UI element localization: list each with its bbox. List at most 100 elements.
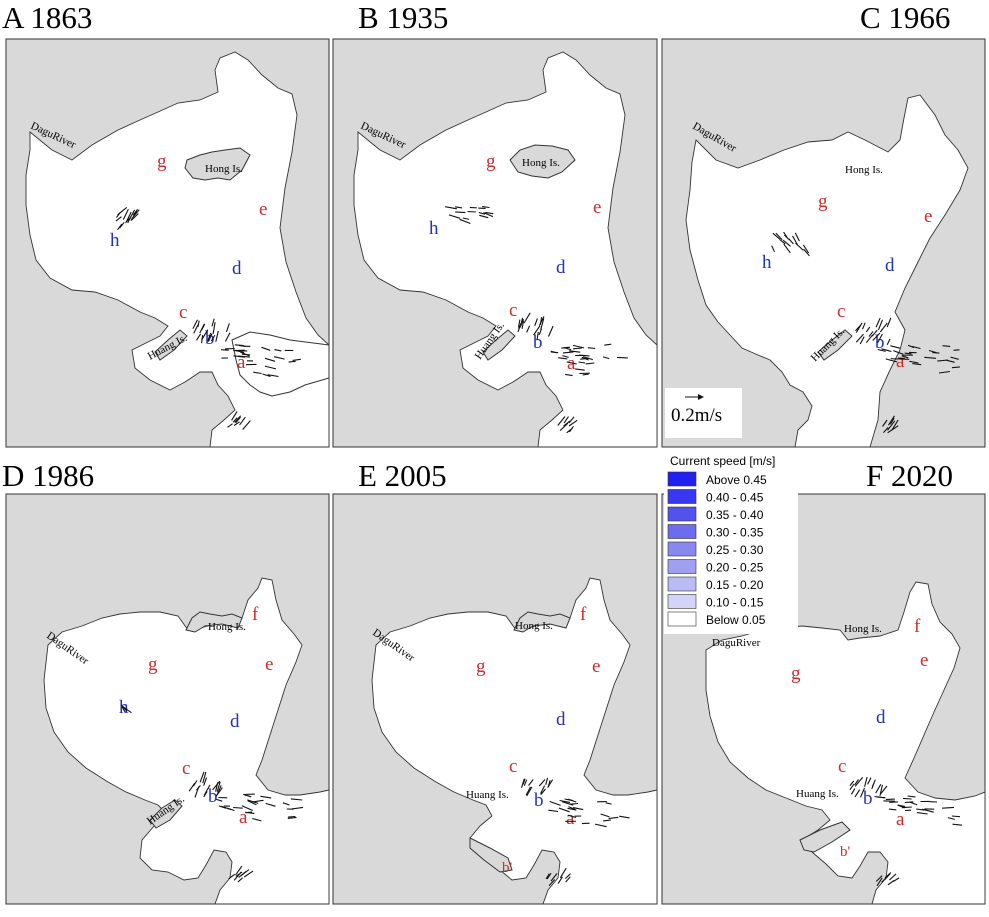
panel-title: F 2020 — [866, 458, 953, 493]
region-label: d — [556, 257, 566, 278]
legend-swatch — [667, 524, 697, 539]
region-label: c — [509, 756, 517, 777]
current-vector — [604, 343, 612, 346]
current-vector — [547, 325, 554, 337]
region-label: b — [533, 332, 543, 353]
current-vector — [203, 791, 208, 798]
current-vector — [557, 876, 563, 884]
current-vector — [782, 239, 791, 247]
current-vector — [238, 355, 251, 358]
legend-items: Above 0.45 0.40 - 0.45 0.35 - 0.40 0.30 - 0… — [667, 471, 767, 627]
current-vector — [566, 361, 577, 365]
current-vector — [855, 333, 864, 343]
current-vector — [603, 819, 611, 822]
current-vector — [875, 317, 881, 328]
current-vector — [199, 323, 205, 334]
current-vector — [942, 806, 955, 809]
current-vector — [252, 817, 262, 822]
current-vector — [947, 817, 955, 820]
current-vector — [550, 350, 558, 354]
region-label: g — [818, 191, 828, 212]
current-vector — [197, 320, 200, 327]
current-vector — [520, 778, 525, 788]
current-vector — [467, 210, 476, 213]
current-vector — [887, 879, 895, 886]
current-vector — [849, 780, 855, 786]
current-vector — [942, 345, 951, 347]
southeast-land — [231, 331, 329, 397]
current-vector — [287, 815, 296, 818]
current-vector — [260, 795, 272, 799]
current-vector — [207, 332, 212, 342]
region-label: f — [914, 616, 921, 637]
panel-title: C 1966 — [860, 0, 950, 35]
region-label: d — [556, 709, 566, 730]
current-vector — [235, 865, 243, 876]
current-vector — [455, 206, 463, 209]
region-label: a — [567, 353, 576, 374]
region-label: e — [593, 197, 601, 218]
current-vector — [482, 206, 490, 209]
current-vector — [563, 416, 569, 424]
current-vector — [881, 348, 892, 353]
current-vector — [616, 356, 628, 359]
current-vector — [565, 876, 571, 883]
current-vector — [779, 239, 786, 245]
panel-title: A 1863 — [2, 0, 92, 35]
current-vector — [445, 206, 457, 210]
current-vector — [879, 784, 883, 796]
region-label: e — [259, 199, 267, 220]
current-vector — [875, 875, 883, 882]
current-vector — [881, 876, 888, 883]
current-vector — [562, 351, 574, 354]
panel-title: B 1935 — [358, 0, 448, 35]
place-label: Hong Is. — [208, 621, 246, 633]
current-vector — [932, 352, 940, 354]
region-label: e — [924, 206, 932, 227]
current-vector — [803, 248, 810, 257]
current-vector — [854, 777, 864, 787]
current-vector — [605, 802, 612, 805]
current-vector — [130, 213, 139, 221]
current-vector — [875, 784, 882, 794]
region-label: b' — [502, 860, 513, 876]
current-vector — [210, 334, 216, 342]
region-label: d — [232, 258, 242, 279]
current-vector — [569, 350, 581, 353]
current-vector — [893, 350, 904, 355]
reclaimed-land — [799, 821, 851, 853]
legend-swatch — [667, 611, 697, 627]
region-label: d — [230, 711, 240, 732]
legend-label: 0.35 - 0.40 — [706, 508, 764, 522]
current-vector — [132, 209, 139, 216]
region-label: h — [429, 218, 439, 239]
current-vector — [879, 322, 888, 333]
legend-swatch — [667, 471, 697, 487]
current-vector — [876, 796, 886, 799]
current-vector — [559, 799, 571, 803]
region-label: c — [182, 758, 190, 779]
region-label: b — [534, 790, 544, 811]
current-vector — [129, 209, 136, 220]
current-vector — [865, 334, 874, 344]
current-vector — [872, 332, 881, 341]
current-vector — [902, 797, 912, 800]
current-vector — [868, 331, 874, 337]
current-vector — [193, 324, 199, 334]
current-vector — [570, 802, 579, 805]
hong-island — [513, 611, 571, 633]
current-vector — [244, 794, 252, 798]
region-label: e — [920, 650, 928, 671]
current-vector — [876, 877, 883, 887]
bay-water — [705, 581, 985, 904]
place-label: Hong Is. — [845, 164, 883, 176]
hong-island — [185, 611, 243, 633]
current-vector — [122, 208, 129, 220]
current-vector — [225, 323, 230, 332]
current-vector — [242, 420, 251, 430]
current-vector — [538, 328, 543, 336]
current-vector — [911, 345, 921, 350]
panel-f: F 2020 Hong Is. DaguRiver Huang Is. f g … — [661, 458, 986, 905]
region-label: b' — [840, 844, 851, 860]
